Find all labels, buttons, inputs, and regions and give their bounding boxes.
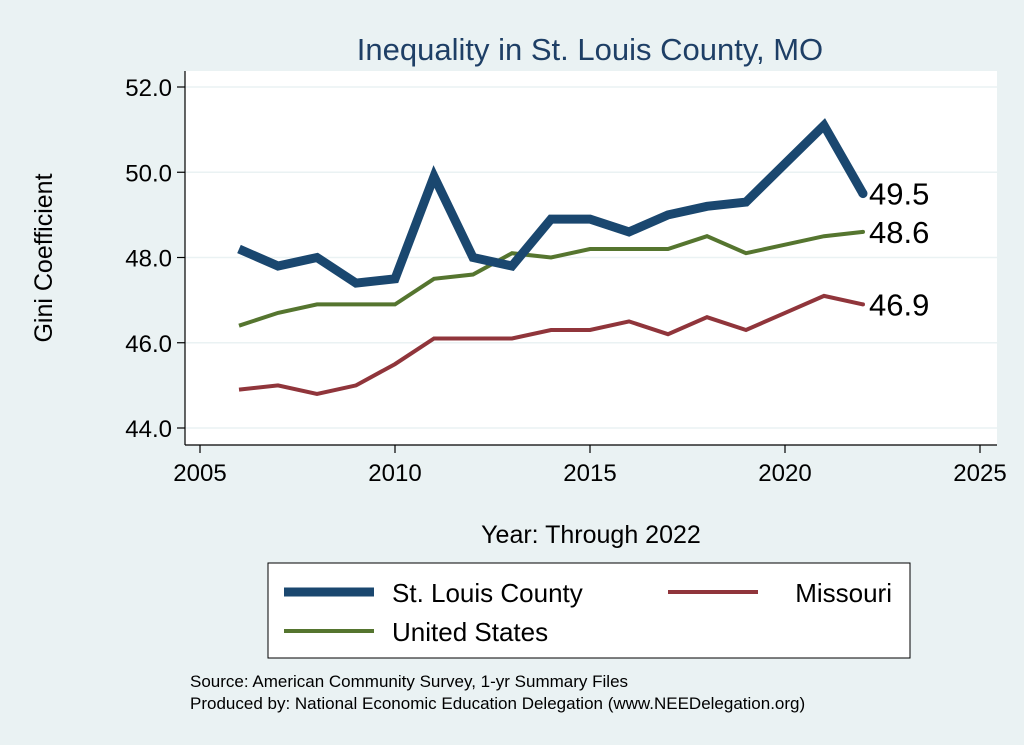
series-line-united-states: [238, 229, 864, 328]
y-axis-title: Gini Coefficient: [30, 173, 58, 342]
series-group: 46.9 48.649.5: [237, 118, 929, 396]
x-tick-label: 2025: [953, 460, 1006, 487]
y-tick-label: 52.0: [125, 75, 172, 102]
y-axis-ticks: 44.0 46.0 48.0 50.0 52.0: [125, 75, 185, 443]
end-label-missouri: 46.9: [869, 287, 929, 322]
series-line-st-louis-county: [237, 118, 867, 288]
end-label-united-states: 48.6: [869, 215, 929, 250]
series-line-missouri: [238, 293, 864, 396]
legend-label-united-states: United States: [392, 617, 548, 647]
end-point-united-states: [861, 229, 865, 234]
legend-box: [267, 562, 911, 659]
x-tick-label: 2020: [758, 460, 811, 487]
end-label-st-louis-county: 49.5: [869, 177, 929, 212]
end-point-missouri: [861, 302, 865, 307]
end-point-st-louis-county: [858, 189, 868, 199]
x-tick-label: 2005: [173, 460, 226, 487]
y-tick-label: 46.0: [125, 331, 172, 358]
source-line-2: Produced by: National Economic Education…: [190, 694, 805, 713]
chart-title: Inequality in St. Louis County, MO: [357, 32, 823, 67]
x-axis-title: Year: Through 2022: [481, 521, 701, 549]
y-tick-label: 50.0: [125, 160, 172, 187]
x-tick-label: 2015: [563, 460, 616, 487]
x-axis-ticks: 2005 2010 2015 2020 2025: [173, 445, 1007, 487]
y-tick-label: 48.0: [125, 246, 172, 273]
legend-label-st-louis-county: St. Louis County: [392, 578, 583, 608]
y-tick-label: 44.0: [125, 416, 172, 443]
source-line-1: Source: American Community Survey, 1-yr …: [190, 672, 628, 691]
legend-label-missouri: Missouri: [795, 578, 892, 608]
x-tick-label: 2010: [368, 460, 421, 487]
